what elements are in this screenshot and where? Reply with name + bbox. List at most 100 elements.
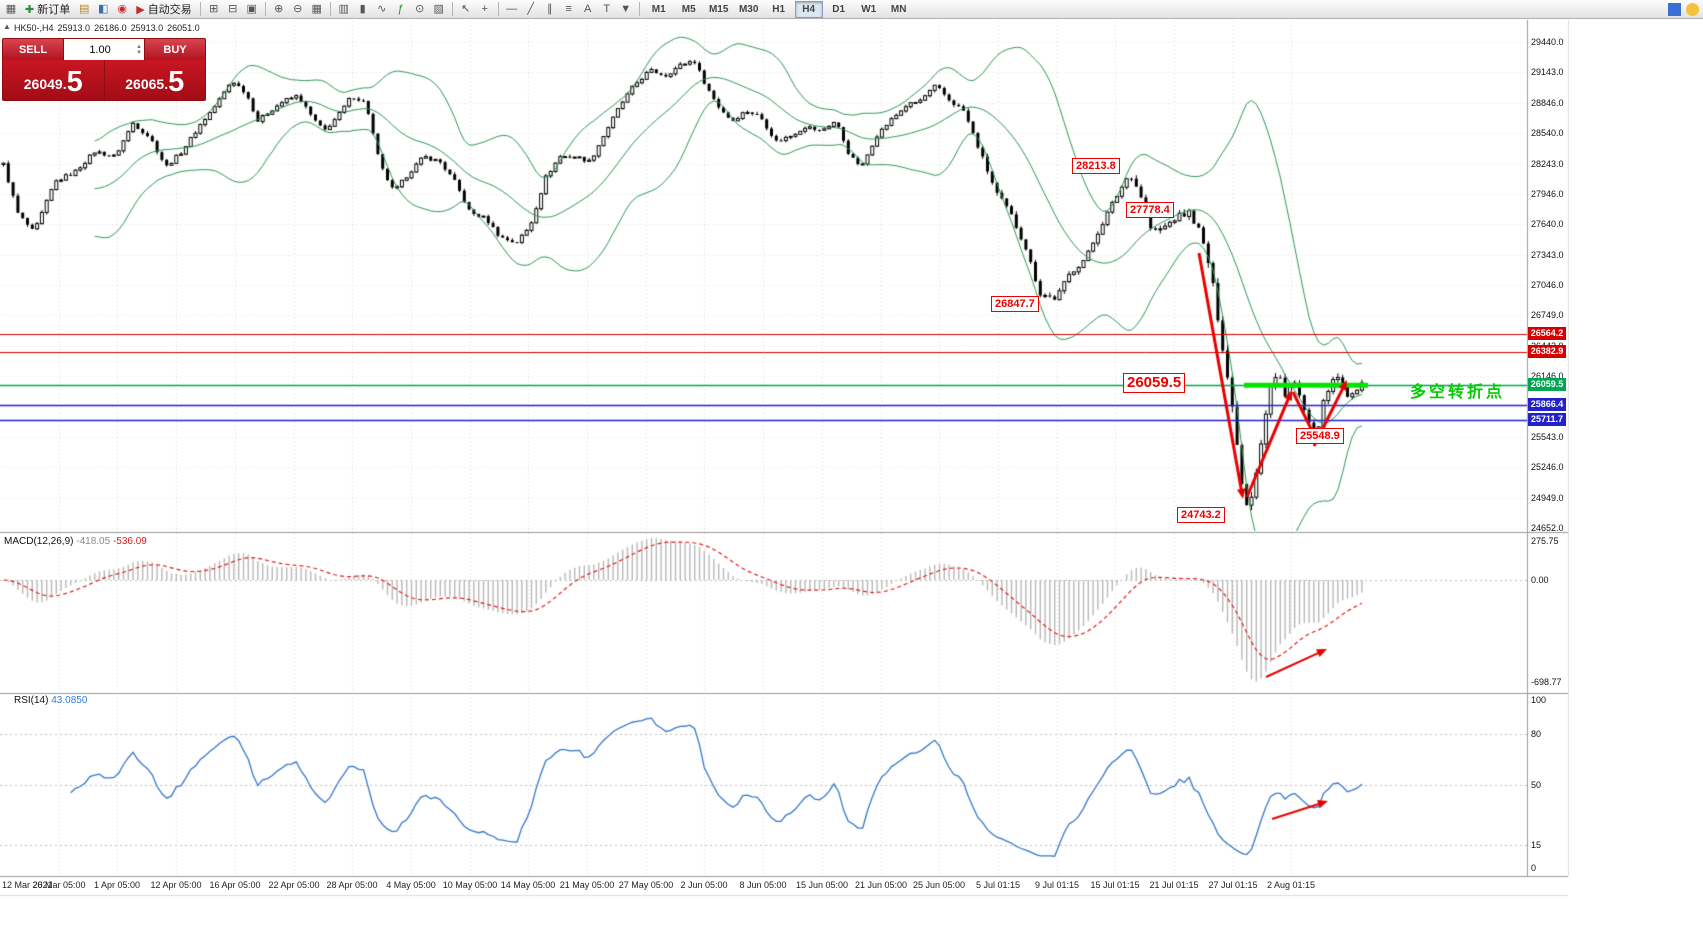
rsi-indicator-label: RSI(14) 43.0850 <box>14 695 87 706</box>
price-annotation: 24743.2 <box>1177 507 1225 523</box>
price-axis-label: 25543.0 <box>1531 431 1564 442</box>
auto-trading-label: 自动交易 <box>147 4 192 16</box>
account-icon[interactable] <box>1686 2 1699 16</box>
crosshair-icon[interactable]: + <box>481 3 488 15</box>
timeframe-m30[interactable]: M30 <box>738 3 759 15</box>
time-axis-label: 2 Jun 05:00 <box>680 880 728 890</box>
buy-price[interactable]: 26065. 5 <box>104 60 205 100</box>
volume-stepper[interactable]: ▲ ▼ <box>136 44 144 56</box>
time-axis-label: 25 Jun 05:00 <box>912 880 966 890</box>
rsi-axis-label: 50 <box>1531 780 1542 790</box>
price-axis-label: 29143.0 <box>1531 67 1564 78</box>
ohlc-header: HK50-,H4 25913.0 26186.0 25913.0 26051.0 <box>14 23 204 33</box>
timeframe-m1[interactable]: M1 <box>651 3 666 15</box>
macd-name: MACD(12,26,9) <box>4 536 74 547</box>
arrows-icon[interactable]: ▼ <box>620 3 632 15</box>
charts-icon[interactable]: ▤ <box>79 3 90 15</box>
timeframe-h4[interactable]: H4 <box>794 0 823 18</box>
open-value: 25913.0 <box>57 23 91 33</box>
buy-button[interactable]: BUY <box>145 39 205 60</box>
rsi-axis-label: 100 <box>1531 695 1547 705</box>
time-axis-label: 15 Jul 01:15 <box>1090 880 1140 890</box>
sell-button[interactable]: SELL <box>3 39 63 60</box>
zoom-out-icon[interactable]: ⊖ <box>293 3 303 15</box>
price-axis-label: 28243.0 <box>1531 158 1564 169</box>
high-value: 26186.0 <box>94 23 127 33</box>
price-annotation: 27778.4 <box>1126 202 1174 218</box>
time-axis-label: 2 Aug 01:15 <box>1266 880 1316 890</box>
price-axis-label: 27640.0 <box>1531 219 1564 230</box>
sell-price[interactable]: 26049. 5 <box>3 60 105 100</box>
grid-icon[interactable]: ▦ <box>311 3 322 15</box>
macd-axis-label: -698.77 <box>1531 677 1562 687</box>
label-icon[interactable]: T <box>603 3 611 15</box>
data-window-icon[interactable]: ◧ <box>98 3 109 15</box>
time-axis-label: 4 May 05:00 <box>386 880 436 890</box>
auto-trading-icon: ▶ <box>136 3 145 16</box>
line-chart-type-icon[interactable]: ∿ <box>377 3 387 15</box>
periods-icon[interactable]: ⊙ <box>415 3 425 15</box>
timeframe-d1[interactable]: D1 <box>832 3 846 15</box>
price-tag: 26564.2 <box>1528 326 1566 340</box>
channel-icon[interactable]: ∥ <box>546 3 553 15</box>
macd-indicator-label: MACD(12,26,9) -418.05 -536.09 <box>4 536 147 547</box>
macd-axis-label: 275.75 <box>1531 536 1559 546</box>
price-axis-label: 24949.0 <box>1531 492 1564 503</box>
rsi-axis-label: 0 <box>1531 863 1537 873</box>
toolbar-separator <box>264 2 266 16</box>
toolbar-separator <box>451 2 453 16</box>
price-axis-label: 26749.0 <box>1531 310 1564 321</box>
text-icon[interactable]: A <box>584 3 592 15</box>
terminal-icon[interactable]: ◉ <box>117 3 128 15</box>
timeframe-mn[interactable]: MN <box>890 3 907 15</box>
buy-price-frac: 5 <box>168 66 185 98</box>
macd-signal-value: -536.09 <box>112 536 147 547</box>
symbol-period-label: HK50-,H4 <box>14 23 54 33</box>
rsi-axis-label: 15 <box>1531 840 1542 850</box>
timeframe-h1[interactable]: H1 <box>772 3 786 15</box>
cascade-windows-icon[interactable]: ▣ <box>246 3 257 15</box>
price-axis-label: 26146.0 <box>1531 371 1564 382</box>
time-axis-label: 5 Jul 01:15 <box>975 880 1021 890</box>
volume-input[interactable] <box>64 43 137 56</box>
rsi-axis-label: 80 <box>1531 729 1542 739</box>
time-axis-label: 21 Jun 05:00 <box>854 880 908 890</box>
bar-chart-type-icon[interactable]: ▥ <box>338 3 349 15</box>
price-tag: 26382.9 <box>1528 345 1566 359</box>
time-axis-label: 27 Jul 01:15 <box>1208 880 1258 890</box>
help-icon[interactable] <box>1668 2 1681 16</box>
indicators-icon[interactable]: ƒ <box>397 3 404 15</box>
auto-trading-button[interactable]: ▶ 自动交易 <box>132 1 195 17</box>
price-axis-label: 27343.0 <box>1531 249 1564 260</box>
candlestick-type-icon[interactable]: ▮ <box>359 3 366 15</box>
time-axis-label: 12 Apr 05:00 <box>150 880 202 890</box>
timeframe-m5[interactable]: M5 <box>681 3 696 15</box>
cursor-icon[interactable]: ↖ <box>461 3 471 15</box>
tile-windows-icon[interactable]: ⊟ <box>228 3 238 15</box>
price-annotation: 26847.7 <box>991 296 1039 312</box>
horizontal-line-icon[interactable]: — <box>506 3 518 15</box>
timeframe-m15[interactable]: M15 <box>708 3 729 15</box>
templates-icon[interactable]: ▨ <box>433 3 444 15</box>
collapse-chart-icon[interactable]: ▲ <box>3 22 11 31</box>
price-tag: 26059.5 <box>1528 378 1566 392</box>
new-chart-icon[interactable]: ▦ <box>5 3 17 15</box>
fibonacci-icon[interactable]: ≡ <box>565 3 572 15</box>
time-axis-label: 26 Mar 05:00 <box>32 880 86 890</box>
new-window-icon[interactable]: ⊞ <box>209 3 219 15</box>
zoom-in-icon[interactable]: ⊕ <box>274 3 284 15</box>
timeframe-w1[interactable]: W1 <box>861 3 877 15</box>
trendline-icon[interactable]: ╱ <box>527 3 534 15</box>
sell-price-frac: 5 <box>66 66 83 98</box>
time-axis-label: 9 Jul 01:15 <box>1034 880 1080 890</box>
volume-down-icon[interactable]: ▼ <box>136 49 142 56</box>
toolbar-separator <box>199 2 201 16</box>
volume-up-icon[interactable]: ▲ <box>136 43 142 50</box>
buy-price-int: 26065. <box>125 76 169 92</box>
price-axis-label: 27046.0 <box>1531 280 1564 290</box>
rsi-name: RSI(14) <box>14 695 49 706</box>
toolbar-separator <box>329 2 331 16</box>
new-order-button[interactable]: ✚ 新订单 <box>21 1 74 17</box>
one-click-trading-panel: SELL ▲▼ BUY 26049. 5 26065. 5 <box>2 38 206 101</box>
